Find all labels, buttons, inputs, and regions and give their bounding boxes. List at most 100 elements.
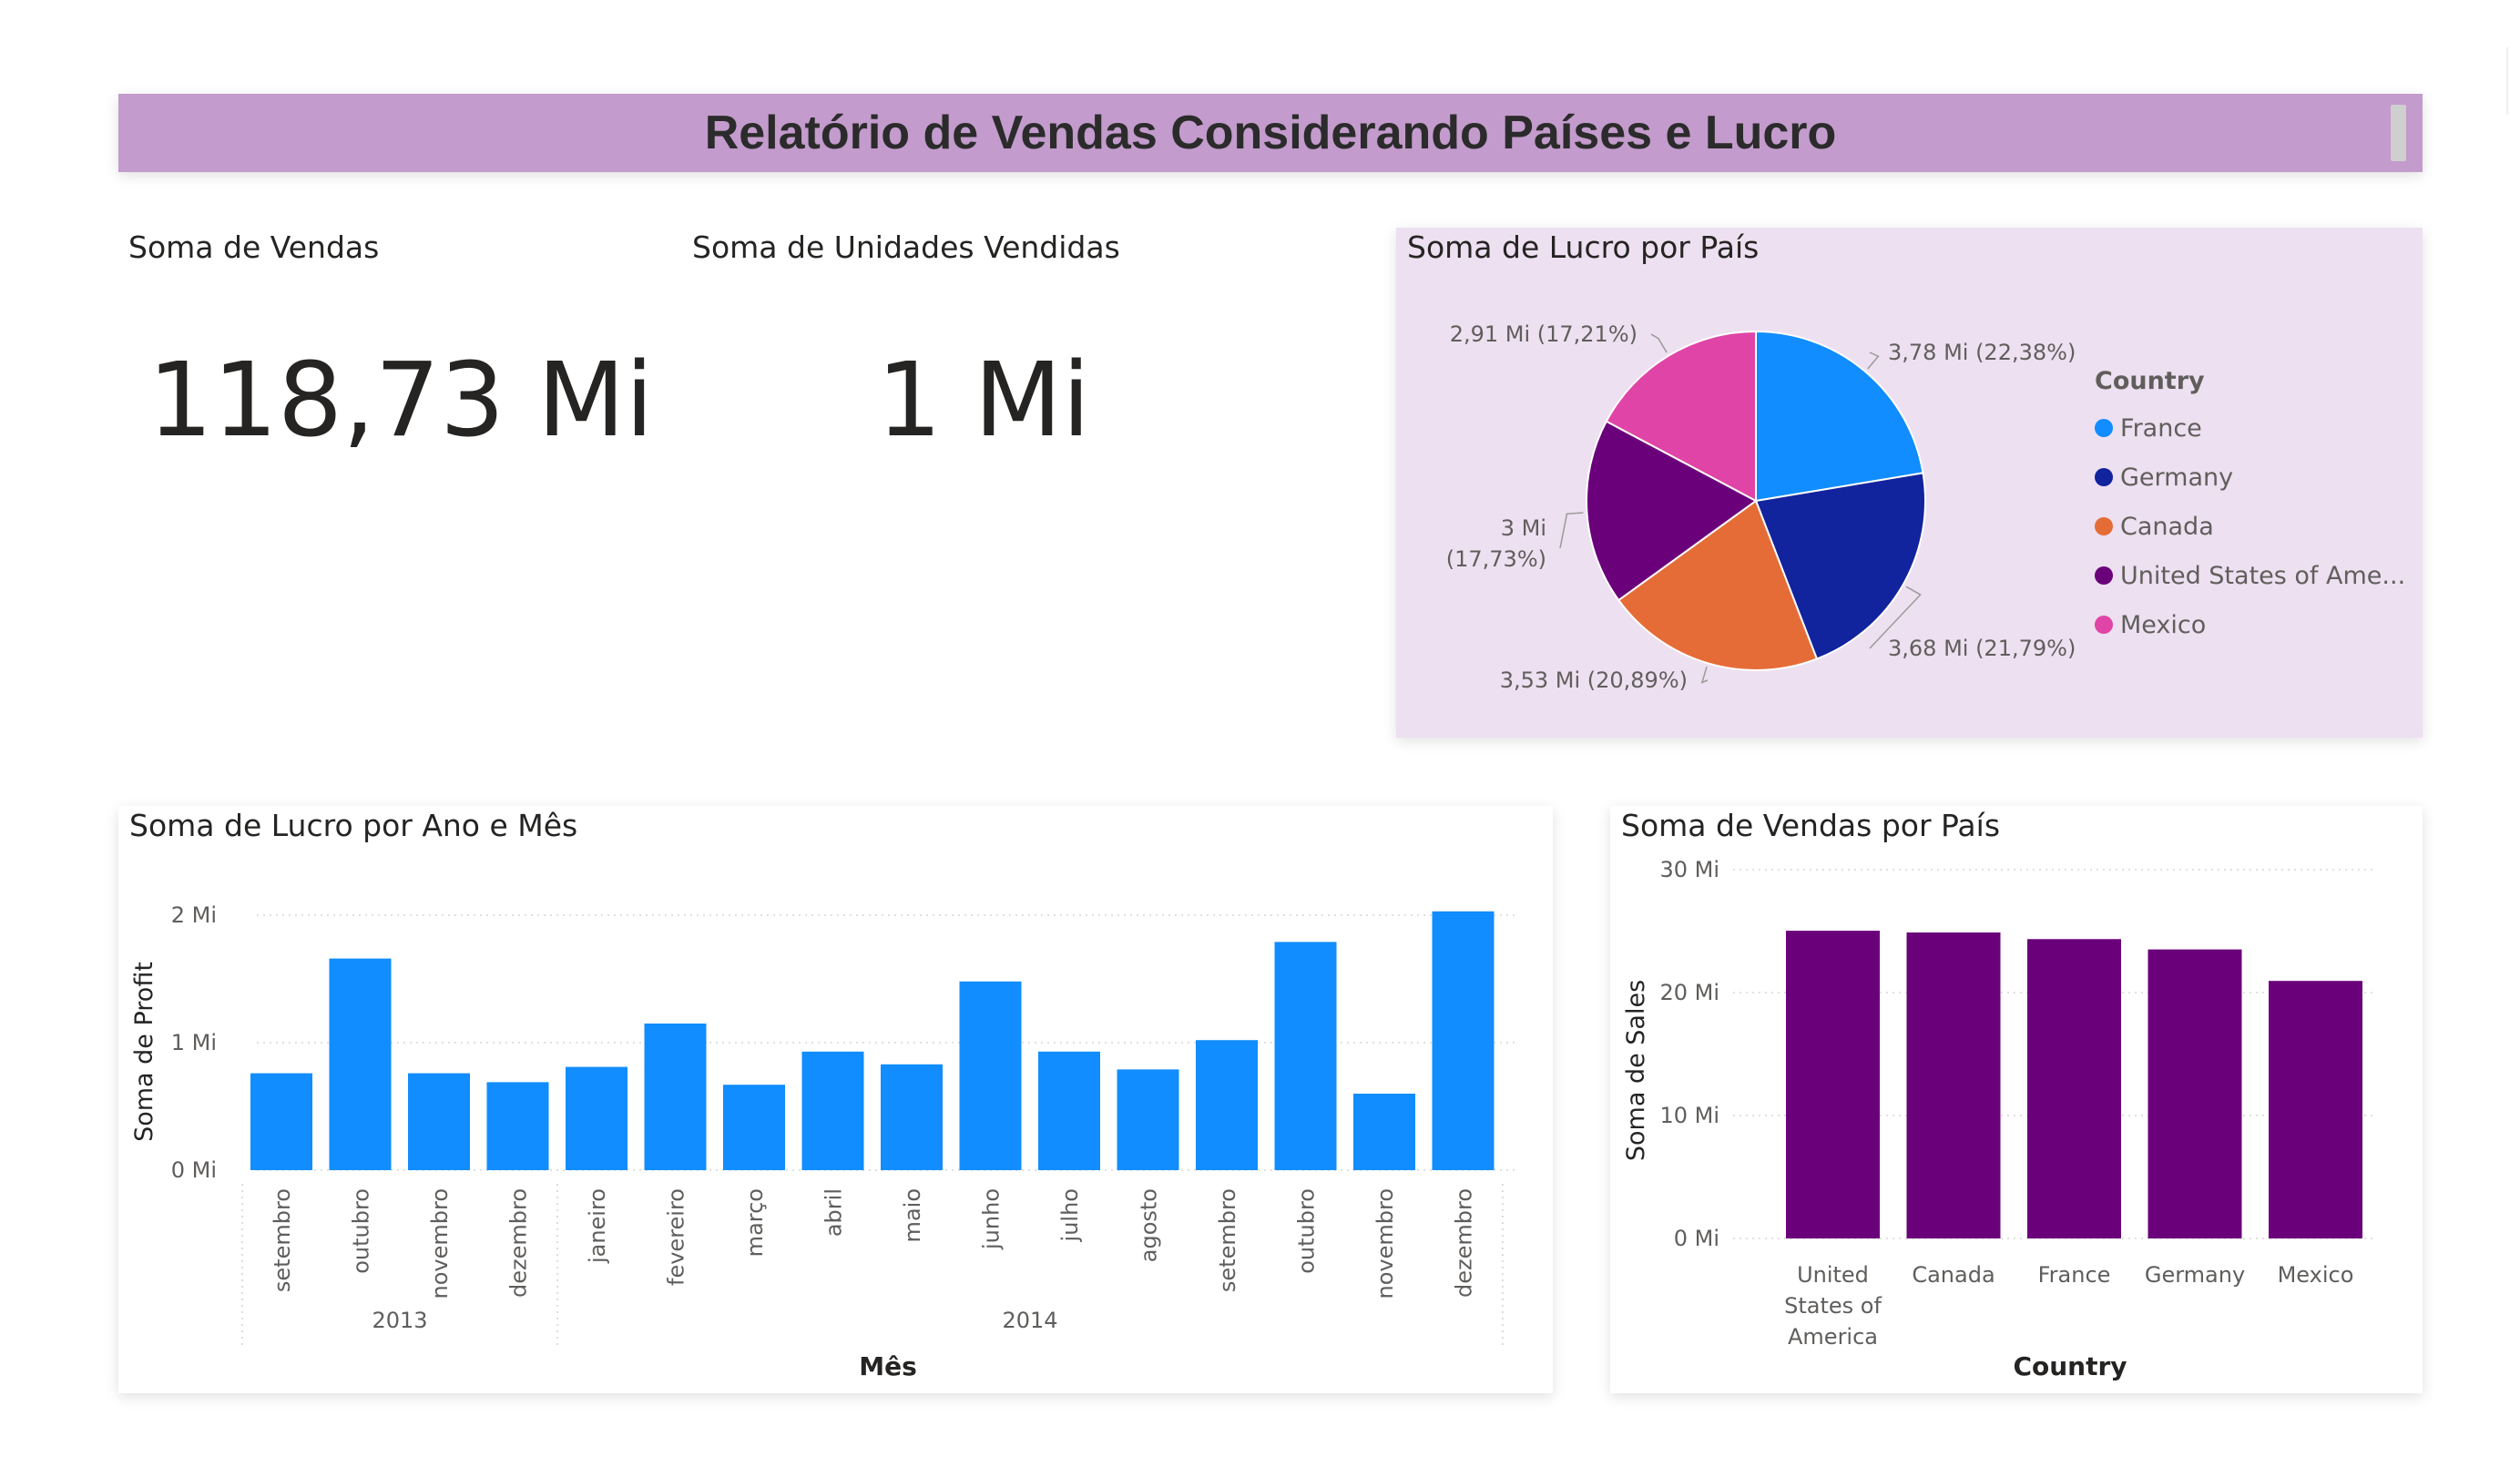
profit-chart-panel[interactable]: Soma de Lucro por Ano e Mês 0 Mi 1 Mi 2 Mi… [118, 806, 1553, 1393]
pie-data-label: 3,78 Mi (22,38%) [1888, 340, 2076, 365]
x-tick-label: agosto [1137, 1188, 1162, 1262]
x-tick-label: outubro [349, 1188, 374, 1274]
kpi-sales-value: 118,73 Mi [148, 341, 654, 460]
report-title-bar: Relatório de Vendas Considerando Países … [118, 94, 2423, 172]
pie-slice [1617, 499, 1819, 671]
year-label: 2014 [1002, 1308, 1057, 1333]
kpi-sales-label: Soma de Vendas [128, 229, 380, 265]
x-tick-label: maio [900, 1188, 925, 1242]
pie-slice [1755, 330, 1924, 503]
x-tick-label: France [2038, 1262, 2111, 1288]
sales-bar [2027, 939, 2121, 1238]
x-tick-label: Mexico [2278, 1262, 2354, 1288]
profit-bar [1117, 1069, 1179, 1170]
profit-bar [566, 1066, 627, 1170]
y-tick-label: 0 Mi [1674, 1226, 1719, 1251]
pie-data-label: 3,68 Mi (21,79%) [1888, 636, 2076, 661]
pie-slice [1586, 420, 1758, 602]
y-tick-label: 1 Mi [171, 1030, 217, 1055]
x-tick-label: setembro [270, 1188, 295, 1292]
y-axis-title: Soma de Profit [130, 962, 158, 1142]
x-tick-label: setembro [1215, 1188, 1240, 1292]
legend-marker-icon [2095, 566, 2113, 585]
profit-bar [881, 1064, 943, 1170]
x-axis-title: Country [2013, 1351, 2127, 1381]
profit-bar [250, 1073, 312, 1170]
sales-bar [2269, 981, 2362, 1238]
x-tick-label: março [742, 1188, 768, 1257]
x-tick-label: julho [1057, 1188, 1083, 1242]
pie-leader-line [1700, 666, 1709, 684]
profit-bar [723, 1085, 785, 1170]
sales-bar [1906, 932, 2001, 1238]
legend-item: Germany [2120, 464, 2233, 492]
pie-data-label: (17,73%) [1446, 546, 1546, 572]
x-axis-title: Mês [859, 1351, 917, 1381]
y-tick-label: 20 Mi [1659, 980, 1719, 1005]
x-tick-label: janeiro [585, 1188, 610, 1264]
legend-marker-icon [2095, 517, 2113, 535]
y-tick-label: 0 Mi [171, 1157, 217, 1183]
x-tick-label: novembro [1372, 1188, 1398, 1299]
profit-bar [1353, 1094, 1415, 1170]
legend-item: Mexico [2120, 611, 2206, 639]
profit-bar [329, 958, 392, 1170]
pie-chart-panel[interactable]: Soma de Lucro por País 3,78 Mi (22,38%) 3… [1396, 228, 2423, 738]
pie-leader-line [1559, 512, 1584, 549]
sales-chart-panel[interactable]: Soma de Vendas por País 0 Mi 10 Mi 20 Mi 30… [1610, 806, 2423, 1393]
scroll-handle[interactable] [2391, 105, 2406, 161]
x-tick-label: dezembro [1452, 1188, 1477, 1298]
pie-slice [1754, 472, 1926, 660]
profit-bar [1274, 942, 1337, 1170]
profit-bar [1038, 1051, 1100, 1170]
x-tick-label: junho [979, 1188, 1005, 1250]
profit-bar [959, 981, 1022, 1170]
x-tick-label: novembro [427, 1188, 453, 1299]
legend-marker-icon [2095, 468, 2113, 486]
pie-data-label: 2,91 Mi (17,21%) [1450, 321, 1637, 347]
pie-legend-title: Country [2095, 367, 2205, 395]
x-tick-label: dezembro [506, 1188, 532, 1298]
profit-bar [644, 1024, 707, 1170]
x-tick-label: abril [821, 1188, 847, 1237]
profit-bar-chart: 0 Mi 1 Mi 2 Mi Soma de Profit setembro outubr… [130, 902, 1516, 1381]
legend-item: Canada [2120, 513, 2214, 541]
x-tick-label: America [1788, 1324, 1878, 1350]
sales-bar-chart: 0 Mi 10 Mi 20 Mi 30 Mi Soma de Sales United St… [1622, 857, 2375, 1381]
pie-leader-line [1869, 586, 1922, 649]
edge-divider [2506, 47, 2508, 115]
y-tick-label: 10 Mi [1659, 1103, 1719, 1128]
legend-item: United States of Ame... [2120, 562, 2405, 590]
x-tick-label: States of [1784, 1293, 1882, 1319]
pie-leader-line [1867, 352, 1880, 370]
profit-bar [1196, 1040, 1258, 1170]
pie-chart: 3,78 Mi (22,38%) 3,68 Mi (21,79%) 3,53 Mi … [1446, 321, 2405, 693]
profit-bar [486, 1082, 549, 1170]
report-title: Relatório de Vendas Considerando Países … [704, 107, 1837, 159]
profit-bar [801, 1051, 864, 1170]
x-tick-label: Germany [2145, 1262, 2245, 1288]
sales-chart-title: Soma de Vendas por País [1621, 808, 2001, 843]
x-tick-label: Canada [1912, 1262, 1995, 1288]
profit-bar [1432, 911, 1495, 1170]
kpi-units-value: 1 Mi [876, 341, 1091, 460]
pie-slice [1605, 330, 1757, 503]
legend-marker-icon [2095, 419, 2113, 437]
legend-marker-icon [2095, 616, 2113, 634]
kpi-units-label: Soma de Unidades Vendidas [692, 229, 1120, 265]
x-tick-label: fevereiro [664, 1188, 689, 1286]
pie-data-label: 3 Mi [1501, 515, 1546, 541]
x-tick-label: outubro [1294, 1188, 1320, 1274]
pie-data-label: 3,53 Mi (20,89%) [1500, 667, 1688, 693]
profit-chart-title: Soma de Lucro por Ano e Mês [129, 808, 578, 843]
y-axis-title: Soma de Sales [1622, 980, 1650, 1161]
x-tick-label: United [1797, 1262, 1869, 1288]
legend-item: France [2120, 414, 2202, 443]
sales-bar [2148, 949, 2242, 1238]
profit-bar [408, 1073, 470, 1170]
sales-bar [1786, 931, 1880, 1238]
y-tick-label: 30 Mi [1659, 857, 1719, 882]
year-label: 2013 [372, 1308, 427, 1333]
y-tick-label: 2 Mi [171, 902, 217, 928]
pie-chart-title: Soma de Lucro por País [1407, 229, 1760, 265]
